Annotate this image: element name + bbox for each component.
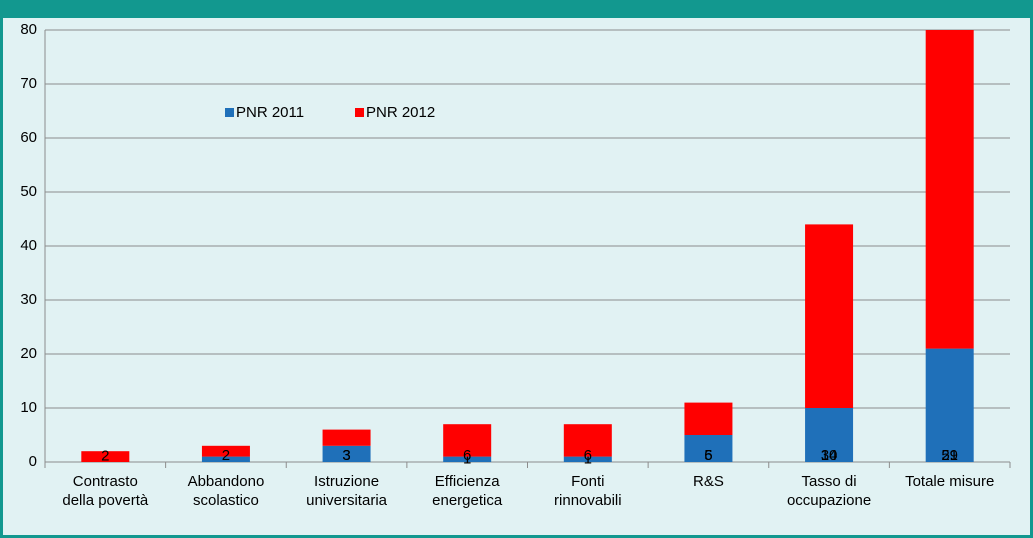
legend-label: PNR 2011 [236, 104, 304, 121]
data-label: 21 [941, 447, 958, 464]
x-tick-label: Istruzione universitaria [306, 473, 387, 509]
data-label: 3 [342, 447, 350, 464]
data-label: 1 [463, 450, 471, 467]
y-tick-label: 70 [20, 75, 37, 92]
x-tick-label: Fonti rinnovabili [554, 473, 622, 509]
x-tick-label: R&S [693, 473, 724, 490]
y-tick-label: 30 [20, 291, 37, 308]
y-tick-label: 40 [20, 237, 37, 254]
bar [201, 445, 250, 457]
bar [925, 348, 974, 462]
data-label: 5 [704, 447, 712, 464]
x-tick-label: Abbandono scolastico [187, 473, 265, 509]
y-tick-label: 0 [29, 453, 37, 470]
y-tick-label: 20 [20, 345, 37, 362]
data-label: 2 [101, 448, 109, 465]
x-tick-label: Efficienza energetica [432, 473, 503, 509]
bar [563, 456, 612, 462]
bar [443, 424, 492, 457]
bar [81, 451, 130, 462]
bar [443, 456, 492, 462]
data-label: 34 [821, 447, 838, 464]
legend-swatch [355, 108, 364, 117]
data-label: 6 [704, 447, 712, 464]
data-label: 1 [584, 450, 592, 467]
data-label: 6 [584, 447, 592, 464]
bar [805, 224, 854, 408]
x-tick-label: Tasso di occupazione [786, 473, 872, 509]
bar [563, 424, 612, 457]
x-tick-label: Contrasto della povertà [62, 473, 149, 509]
x-tick-label: Totale misure [905, 473, 995, 490]
legend-swatch [225, 108, 234, 117]
data-label: 10 [821, 447, 838, 464]
bar [322, 445, 371, 462]
data-label: 2 [222, 447, 230, 464]
bar [322, 429, 371, 446]
bar [925, 30, 974, 349]
bar [684, 402, 733, 435]
y-tick-label: 50 [20, 183, 37, 200]
y-tick-label: 60 [20, 129, 37, 146]
bar [201, 456, 250, 462]
bar [805, 408, 854, 462]
legend-label: PNR 2012 [366, 104, 435, 121]
data-label: 6 [463, 447, 471, 464]
y-tick-label: 10 [20, 399, 37, 416]
bar [684, 435, 733, 462]
y-tick-label: 80 [20, 21, 37, 38]
data-label: 3 [342, 447, 350, 464]
data-label: 59 [941, 447, 958, 464]
chart-area [3, 18, 1030, 535]
